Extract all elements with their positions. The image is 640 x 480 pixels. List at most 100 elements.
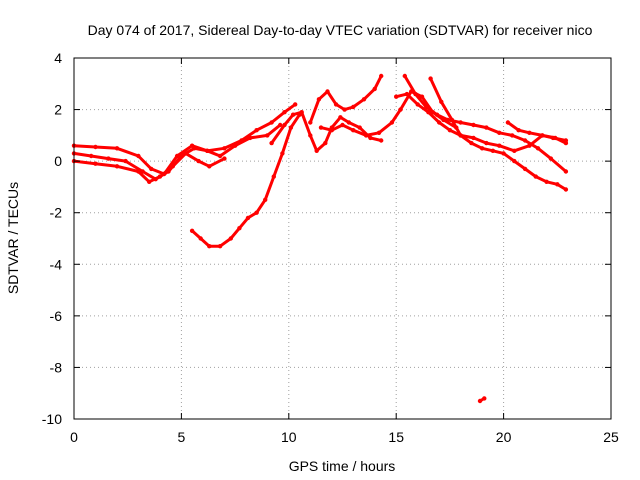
- data-point: [477, 398, 483, 404]
- data-point: [516, 128, 521, 133]
- plot-frame: [73, 57, 612, 420]
- data-point: [93, 161, 98, 166]
- data-point: [217, 244, 223, 249]
- data-point: [379, 138, 384, 143]
- data-point: [288, 125, 294, 130]
- data-point: [439, 99, 444, 105]
- data-point: [346, 120, 352, 125]
- data-point: [522, 166, 528, 172]
- x-axis-label: GPS time / hours: [289, 458, 396, 474]
- data-point: [280, 151, 285, 156]
- data-point: [379, 73, 384, 79]
- data-point: [263, 197, 268, 202]
- data-point: [413, 91, 418, 97]
- y-tick-label: 2: [54, 102, 62, 118]
- data-point: [329, 128, 334, 133]
- data-point: [550, 135, 556, 141]
- data-point: [361, 97, 367, 102]
- data-point: [404, 91, 410, 97]
- data-point: [89, 153, 94, 159]
- data-point: [445, 117, 450, 123]
- data-point: [247, 135, 253, 141]
- data-point: [563, 187, 569, 192]
- data-point: [333, 102, 339, 107]
- data-point: [363, 133, 369, 138]
- data-point: [314, 148, 319, 153]
- data-point: [471, 135, 476, 141]
- data-point: [338, 115, 343, 120]
- data-point: [563, 138, 569, 143]
- data-point: [340, 122, 345, 128]
- data-point: [114, 164, 120, 169]
- data-point: [308, 120, 313, 125]
- data-point: [415, 102, 420, 107]
- series-layer: [71, 73, 569, 404]
- data-point: [389, 120, 395, 125]
- data-point: [198, 236, 203, 241]
- y-tick-label: 4: [54, 50, 62, 66]
- data-point: [207, 244, 212, 249]
- data-point: [299, 110, 304, 115]
- data-point: [318, 125, 324, 130]
- data-point: [512, 148, 517, 153]
- x-tick-label: 20: [496, 429, 512, 445]
- data-point: [245, 215, 251, 221]
- data-point: [527, 130, 532, 135]
- data-point: [540, 133, 545, 138]
- data-point: [357, 125, 362, 130]
- y-tick-label: -10: [42, 411, 62, 427]
- data-point: [290, 112, 296, 117]
- data-point: [342, 107, 347, 112]
- data-point: [458, 120, 463, 125]
- y-tick-label: 0: [54, 153, 62, 169]
- data-point: [308, 133, 313, 138]
- y-axis-label: SDTVAR / TECUs: [5, 182, 21, 294]
- data-point: [548, 156, 554, 161]
- chart-title: Day 074 of 2017, Sidereal Day-to-day VTE…: [88, 22, 593, 38]
- data-point: [157, 174, 163, 179]
- data-point: [278, 122, 283, 128]
- data-point: [563, 169, 569, 174]
- data-point: [254, 210, 259, 215]
- data-point: [136, 153, 141, 159]
- data-point: [351, 104, 356, 110]
- data-point: [490, 148, 496, 153]
- data-point: [501, 151, 506, 156]
- data-point: [205, 148, 210, 153]
- data-point: [376, 130, 382, 135]
- y-tick-labels: 4 2 0 -2 -4 -6 -8 -10: [42, 50, 62, 427]
- data-point: [544, 179, 549, 184]
- data-point: [232, 143, 238, 148]
- data-point: [269, 120, 274, 125]
- data-point: [254, 128, 259, 133]
- data-point: [555, 182, 560, 187]
- data-point: [106, 156, 111, 161]
- data-point: [522, 138, 528, 143]
- data-point: [269, 140, 274, 146]
- data-point: [437, 120, 442, 125]
- axis-ticks: [73, 57, 612, 420]
- data-point: [271, 174, 276, 179]
- data-point: [497, 143, 502, 148]
- data-point: [484, 140, 489, 146]
- data-point: [207, 164, 212, 169]
- data-point: [293, 102, 298, 107]
- y-tick-label: -4: [50, 256, 63, 272]
- data-point: [512, 158, 517, 164]
- data-point: [93, 144, 98, 150]
- data-point: [402, 73, 407, 79]
- data-point: [419, 94, 425, 99]
- x-tick-labels: 0 5 10 15 20 25: [70, 429, 619, 445]
- data-point: [434, 112, 440, 117]
- data-point: [323, 140, 328, 146]
- data-point: [196, 158, 201, 164]
- x-tick-label: 15: [388, 429, 404, 445]
- data-point: [189, 228, 195, 233]
- data-point: [123, 158, 128, 164]
- data-point: [479, 146, 485, 151]
- y-tick-label: -2: [50, 205, 63, 221]
- data-point: [237, 226, 242, 231]
- data-point: [217, 153, 223, 159]
